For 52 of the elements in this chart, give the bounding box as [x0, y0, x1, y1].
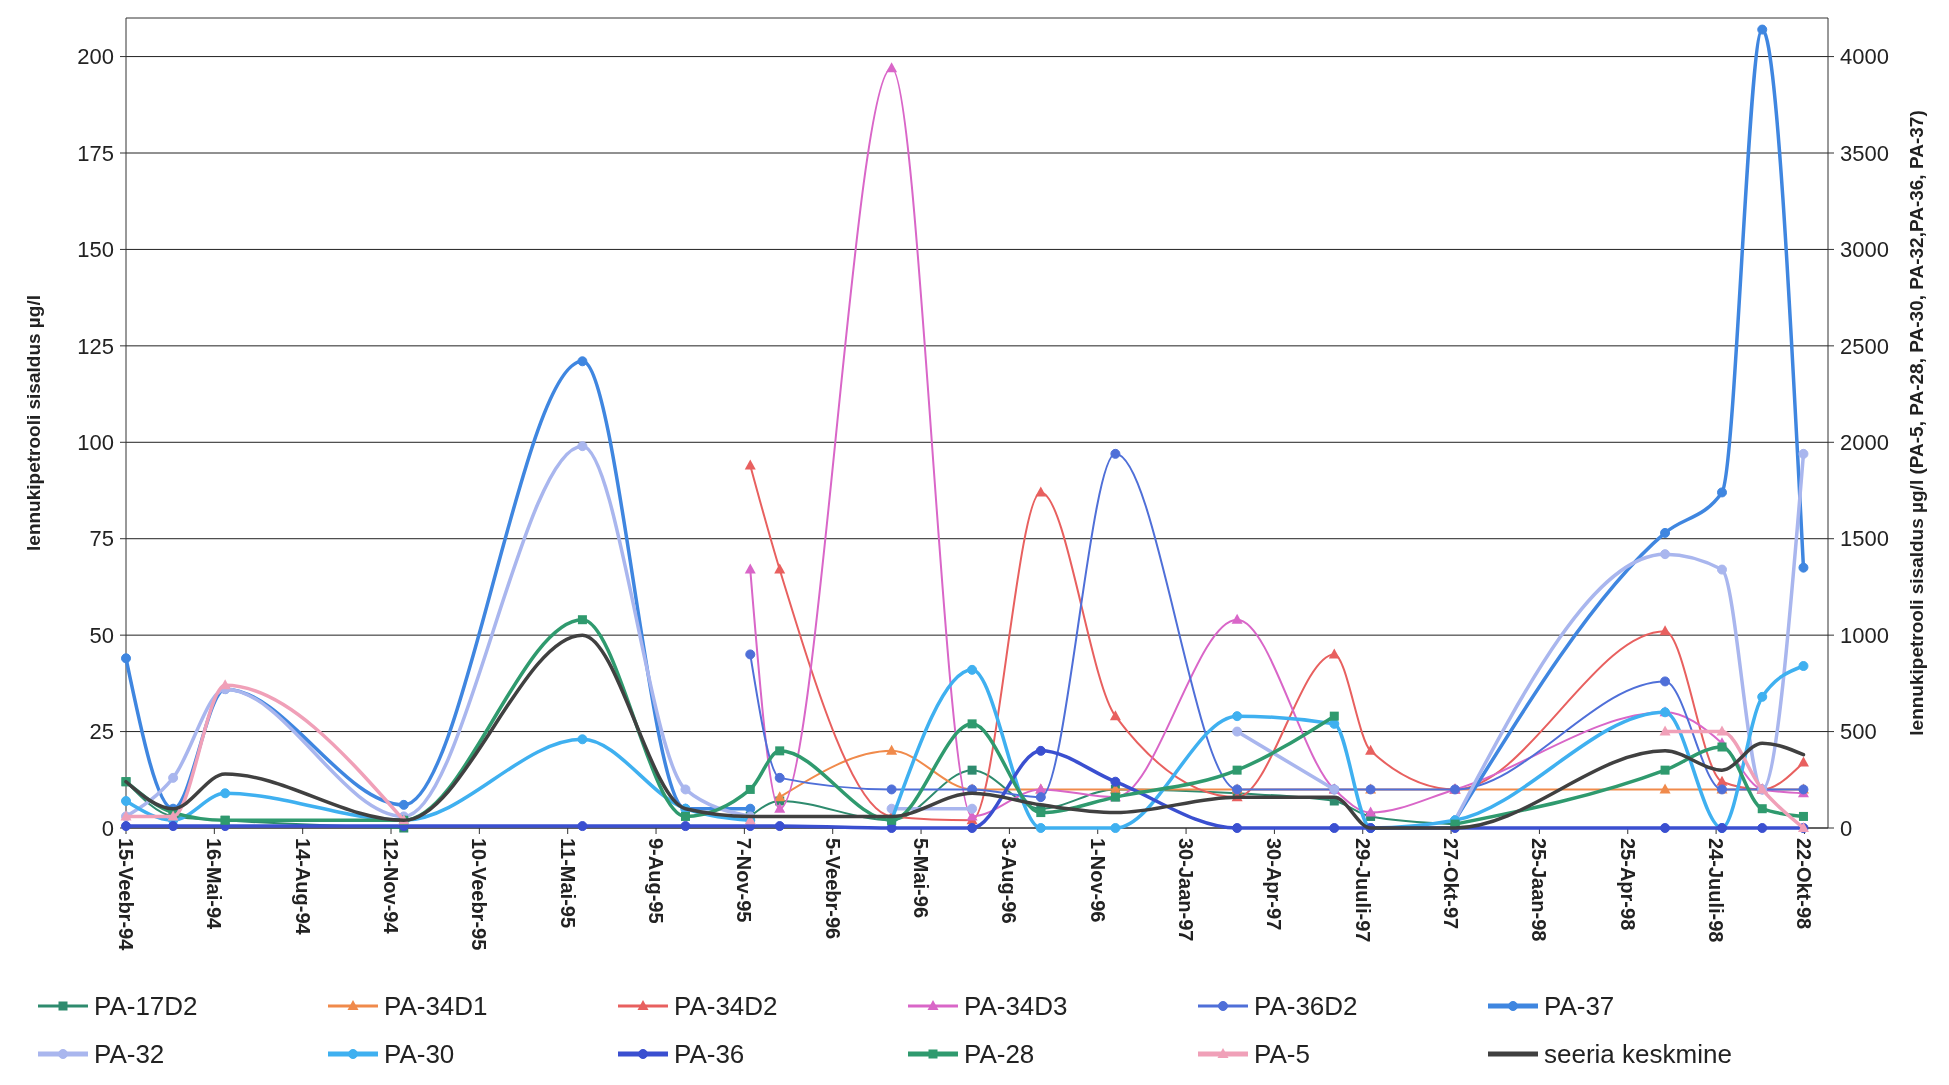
y2-axis-title: lennukipetrooli sisaldus µg/l (PA-5, PA-28, PA-30, PA-32,PA-36, PA-37) — [1906, 110, 1927, 736]
y2-tick-label: 0 — [1840, 815, 1853, 841]
x-tick-label: 22-Okt-98 — [1793, 838, 1816, 930]
y-tick-label: 25 — [89, 719, 114, 745]
y2-tick-label: 500 — [1840, 719, 1877, 745]
y2-tick-label: 2000 — [1840, 429, 1889, 455]
y2-tick-label: 4000 — [1840, 44, 1889, 70]
legend-label: PA-28 — [964, 1039, 1035, 1070]
y-tick-label: 75 — [89, 526, 114, 552]
x-tick-label: 30-Jaan-97 — [1175, 838, 1198, 942]
x-tick-label: 7-Nov-95 — [733, 838, 756, 923]
legend-label: PA-37 — [1544, 991, 1615, 1022]
legend-label: PA-17D2 — [94, 991, 198, 1022]
x-tick-label: 10-Veebr-95 — [468, 838, 491, 951]
y-tick-label: 100 — [77, 429, 114, 455]
y-tick-label: 175 — [77, 140, 114, 166]
legend-label: PA-34D2 — [674, 991, 778, 1022]
x-tick-label: 12-Nov-94 — [380, 838, 403, 935]
x-tick-label: 24-Juuli-98 — [1705, 838, 1728, 943]
legend-label: PA-36D2 — [1254, 991, 1358, 1022]
y-tick-label: 150 — [77, 237, 114, 263]
x-tick-label: 14-Aug-94 — [291, 838, 314, 936]
y2-tick-label: 2500 — [1840, 333, 1889, 359]
y-tick-label: 125 — [77, 333, 114, 359]
x-tick-label: 15-Veebr-94 — [115, 838, 137, 952]
x-tick-label: 25-Apr-98 — [1616, 838, 1639, 931]
y-axis-title: lennukipetrooli sisaldus µg/l — [23, 295, 44, 551]
legend-label: PA-30 — [384, 1039, 455, 1070]
legend-label: PA-36 — [674, 1039, 745, 1070]
x-tick-label: 5-Veebr-96 — [821, 838, 844, 940]
x-tick-label: 29-Juuli-97 — [1351, 838, 1374, 943]
legend-label: seeria keskmine — [1544, 1039, 1732, 1070]
y2-tick-label: 3500 — [1840, 140, 1889, 166]
legend-label: PA-5 — [1254, 1039, 1310, 1070]
y2-tick-label: 1000 — [1840, 622, 1889, 648]
y-tick-label: 50 — [89, 622, 114, 648]
x-tick-label: 11-Mai-95 — [556, 838, 579, 929]
legend-label: PA-32 — [94, 1039, 165, 1070]
y2-tick-label: 1500 — [1840, 526, 1889, 552]
x-tick-label: 1-Nov-96 — [1086, 838, 1109, 923]
x-tick-label: 27-Okt-97 — [1440, 838, 1463, 930]
y-tick-label: 0 — [101, 815, 114, 841]
legend-label: PA-34D3 — [964, 991, 1068, 1022]
y2-tick-label: 3000 — [1840, 237, 1889, 263]
x-tick-label: 3-Aug-96 — [998, 838, 1021, 924]
legend-label: PA-34D1 — [384, 991, 488, 1022]
x-tick-label: 25-Jaan-98 — [1528, 838, 1551, 942]
x-tick-label: 5-Mai-96 — [910, 838, 933, 919]
y-tick-label: 200 — [77, 44, 114, 70]
x-tick-label: 9-Aug-95 — [645, 838, 668, 924]
x-tick-label: 30-Apr-97 — [1263, 838, 1286, 931]
x-tick-label: 16-Mai-94 — [203, 838, 226, 931]
